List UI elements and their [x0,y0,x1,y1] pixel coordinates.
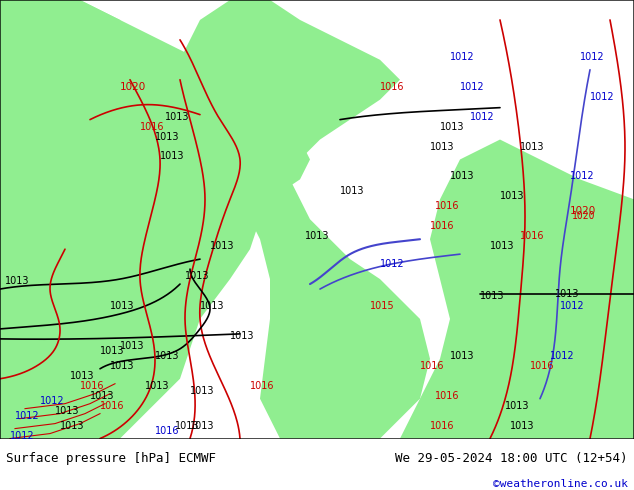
Text: 1016: 1016 [420,361,444,371]
Text: 1012: 1012 [580,52,605,62]
Text: 1016: 1016 [155,426,179,436]
Text: Surface pressure [hPa] ECMWF: Surface pressure [hPa] ECMWF [6,452,216,465]
Text: 1020: 1020 [572,211,595,221]
Text: 1012: 1012 [460,82,484,92]
Text: 1013: 1013 [200,301,224,311]
Text: 1013: 1013 [165,112,190,122]
Text: 1016: 1016 [435,391,460,401]
Text: 1016: 1016 [250,381,275,391]
Text: 1012: 1012 [450,52,475,62]
Text: 1013: 1013 [145,381,169,391]
Text: 1013: 1013 [100,346,124,356]
Text: 1020: 1020 [570,206,596,216]
Text: 1013: 1013 [60,420,84,431]
Text: 1013: 1013 [480,291,505,301]
Text: 1016: 1016 [435,201,460,211]
Text: 1013: 1013 [160,151,184,162]
Text: 1013: 1013 [55,406,79,416]
Text: 1012: 1012 [40,395,65,406]
Text: 1012: 1012 [10,431,35,441]
Text: 1015: 1015 [370,301,394,311]
Text: 1016: 1016 [530,361,555,371]
Text: 1016: 1016 [380,82,404,92]
Text: 1013: 1013 [70,371,94,381]
Text: 1013: 1013 [155,351,179,361]
Text: 1013: 1013 [210,241,235,251]
Text: 1013: 1013 [490,241,515,251]
Text: 1016: 1016 [140,122,164,132]
Text: 1012: 1012 [560,301,585,311]
Text: 1013: 1013 [5,276,30,286]
Text: 1013: 1013 [120,341,145,351]
Text: 1016: 1016 [100,401,124,411]
Text: 1020: 1020 [120,82,146,92]
Text: 1013: 1013 [90,391,115,401]
Text: 1013: 1013 [190,386,214,396]
Text: 1016: 1016 [80,381,105,391]
Text: 1016: 1016 [430,221,455,231]
Text: 1012: 1012 [550,351,574,361]
Text: 1012: 1012 [15,411,39,420]
Text: 1013: 1013 [520,142,545,151]
Text: 1013: 1013 [500,191,524,201]
Text: 1013: 1013 [230,331,254,341]
Text: 1016: 1016 [520,231,545,241]
Text: 1013: 1013 [555,289,579,299]
Text: 1013: 1013 [440,122,465,132]
Text: 1013: 1013 [110,361,134,371]
Text: 1013: 1013 [185,271,209,281]
Text: 1013: 1013 [430,142,455,151]
Text: 1013: 1013 [450,172,474,181]
Text: We 29-05-2024 18:00 UTC (12+54): We 29-05-2024 18:00 UTC (12+54) [395,452,628,465]
Text: 1012: 1012 [470,112,495,122]
Text: 1013: 1013 [510,420,534,431]
Text: 1013: 1013 [340,186,365,196]
Text: 1013: 1013 [450,351,474,361]
Text: 1013: 1013 [175,420,200,431]
Text: 1016: 1016 [430,420,455,431]
Text: 1013: 1013 [110,301,134,311]
Text: 1012: 1012 [380,259,404,269]
Text: 1013: 1013 [190,420,214,431]
Text: 1013: 1013 [305,231,330,241]
Text: 1012: 1012 [570,172,595,181]
Text: 1013: 1013 [505,401,529,411]
Text: 1012: 1012 [590,92,614,101]
Text: 1013: 1013 [155,131,179,142]
Text: ©weatheronline.co.uk: ©weatheronline.co.uk [493,479,628,489]
